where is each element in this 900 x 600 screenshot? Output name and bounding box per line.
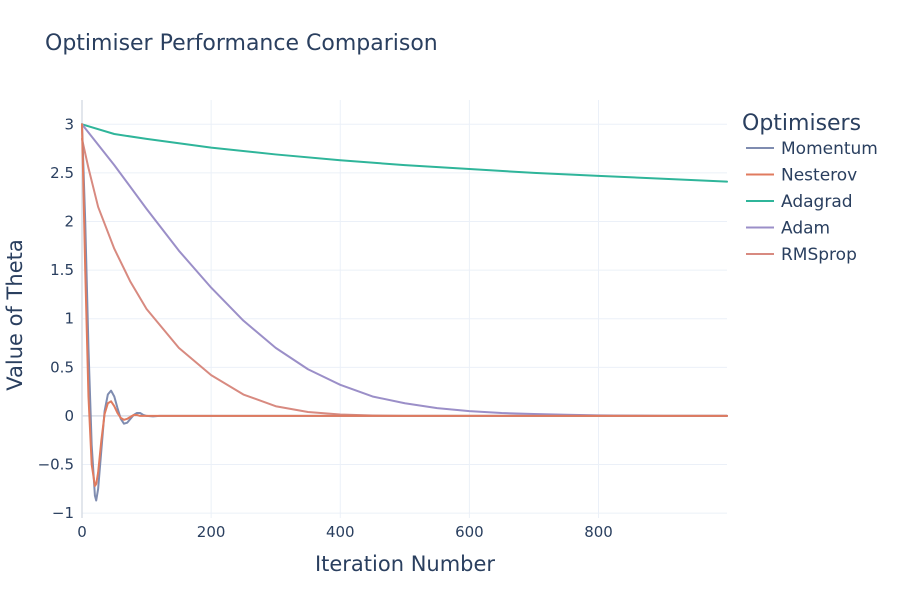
series-line-adagrad bbox=[81, 123, 728, 183]
y-axis-ticks: −1 −0.5 0 0.5 1 1.5 2 2.5 3 bbox=[38, 115, 74, 522]
legend-item-nesterov[interactable]: Nesterov bbox=[746, 166, 857, 186]
x-tick-label: 600 bbox=[455, 523, 484, 541]
y-tick-label: 0 bbox=[64, 407, 74, 425]
x-tick-label: 0 bbox=[77, 523, 87, 541]
zero-lines bbox=[81, 100, 727, 518]
y-tick-label: 2.5 bbox=[50, 164, 74, 182]
y-tick-label: 1 bbox=[64, 310, 74, 328]
legend-item-adagrad[interactable]: Adagrad bbox=[746, 192, 853, 212]
y-tick-label: −0.5 bbox=[38, 456, 74, 474]
legend-label: Nesterov bbox=[781, 166, 857, 186]
legend-label: Adagrad bbox=[781, 192, 853, 212]
legend-label: Adam bbox=[781, 219, 830, 239]
y-tick-label: 0.5 bbox=[50, 358, 74, 376]
chart-title: Optimiser Performance Comparison bbox=[45, 31, 438, 56]
legend-label: RMSprop bbox=[781, 245, 857, 265]
x-tick-label: 200 bbox=[197, 523, 226, 541]
y-tick-label: 1.5 bbox=[50, 261, 74, 279]
x-axis-title: Iteration Number bbox=[315, 552, 495, 576]
series-line-momentum bbox=[81, 123, 728, 502]
series-line-rmsprop bbox=[81, 137, 728, 417]
series-group bbox=[81, 123, 728, 502]
gridlines bbox=[82, 100, 727, 518]
y-tick-label: 3 bbox=[64, 115, 74, 133]
legend-item-adam[interactable]: Adam bbox=[746, 219, 830, 239]
y-tick-label: −1 bbox=[52, 504, 74, 522]
x-tick-label: 400 bbox=[326, 523, 355, 541]
legend-item-momentum[interactable]: Momentum bbox=[746, 139, 878, 159]
x-axis-ticks: 0 200 400 600 800 bbox=[77, 523, 613, 541]
legend-label: Momentum bbox=[781, 139, 878, 159]
legend-item-rmsprop[interactable]: RMSprop bbox=[746, 245, 857, 265]
legend-title: Optimisers bbox=[742, 111, 861, 136]
y-axis-title: Value of Theta bbox=[3, 239, 27, 390]
x-tick-label: 800 bbox=[584, 523, 613, 541]
legend[interactable]: Optimisers Momentum Nesterov Adagrad Adam RM… bbox=[742, 111, 878, 265]
y-tick-label: 2 bbox=[64, 213, 74, 231]
series-line-nesterov bbox=[81, 123, 728, 487]
